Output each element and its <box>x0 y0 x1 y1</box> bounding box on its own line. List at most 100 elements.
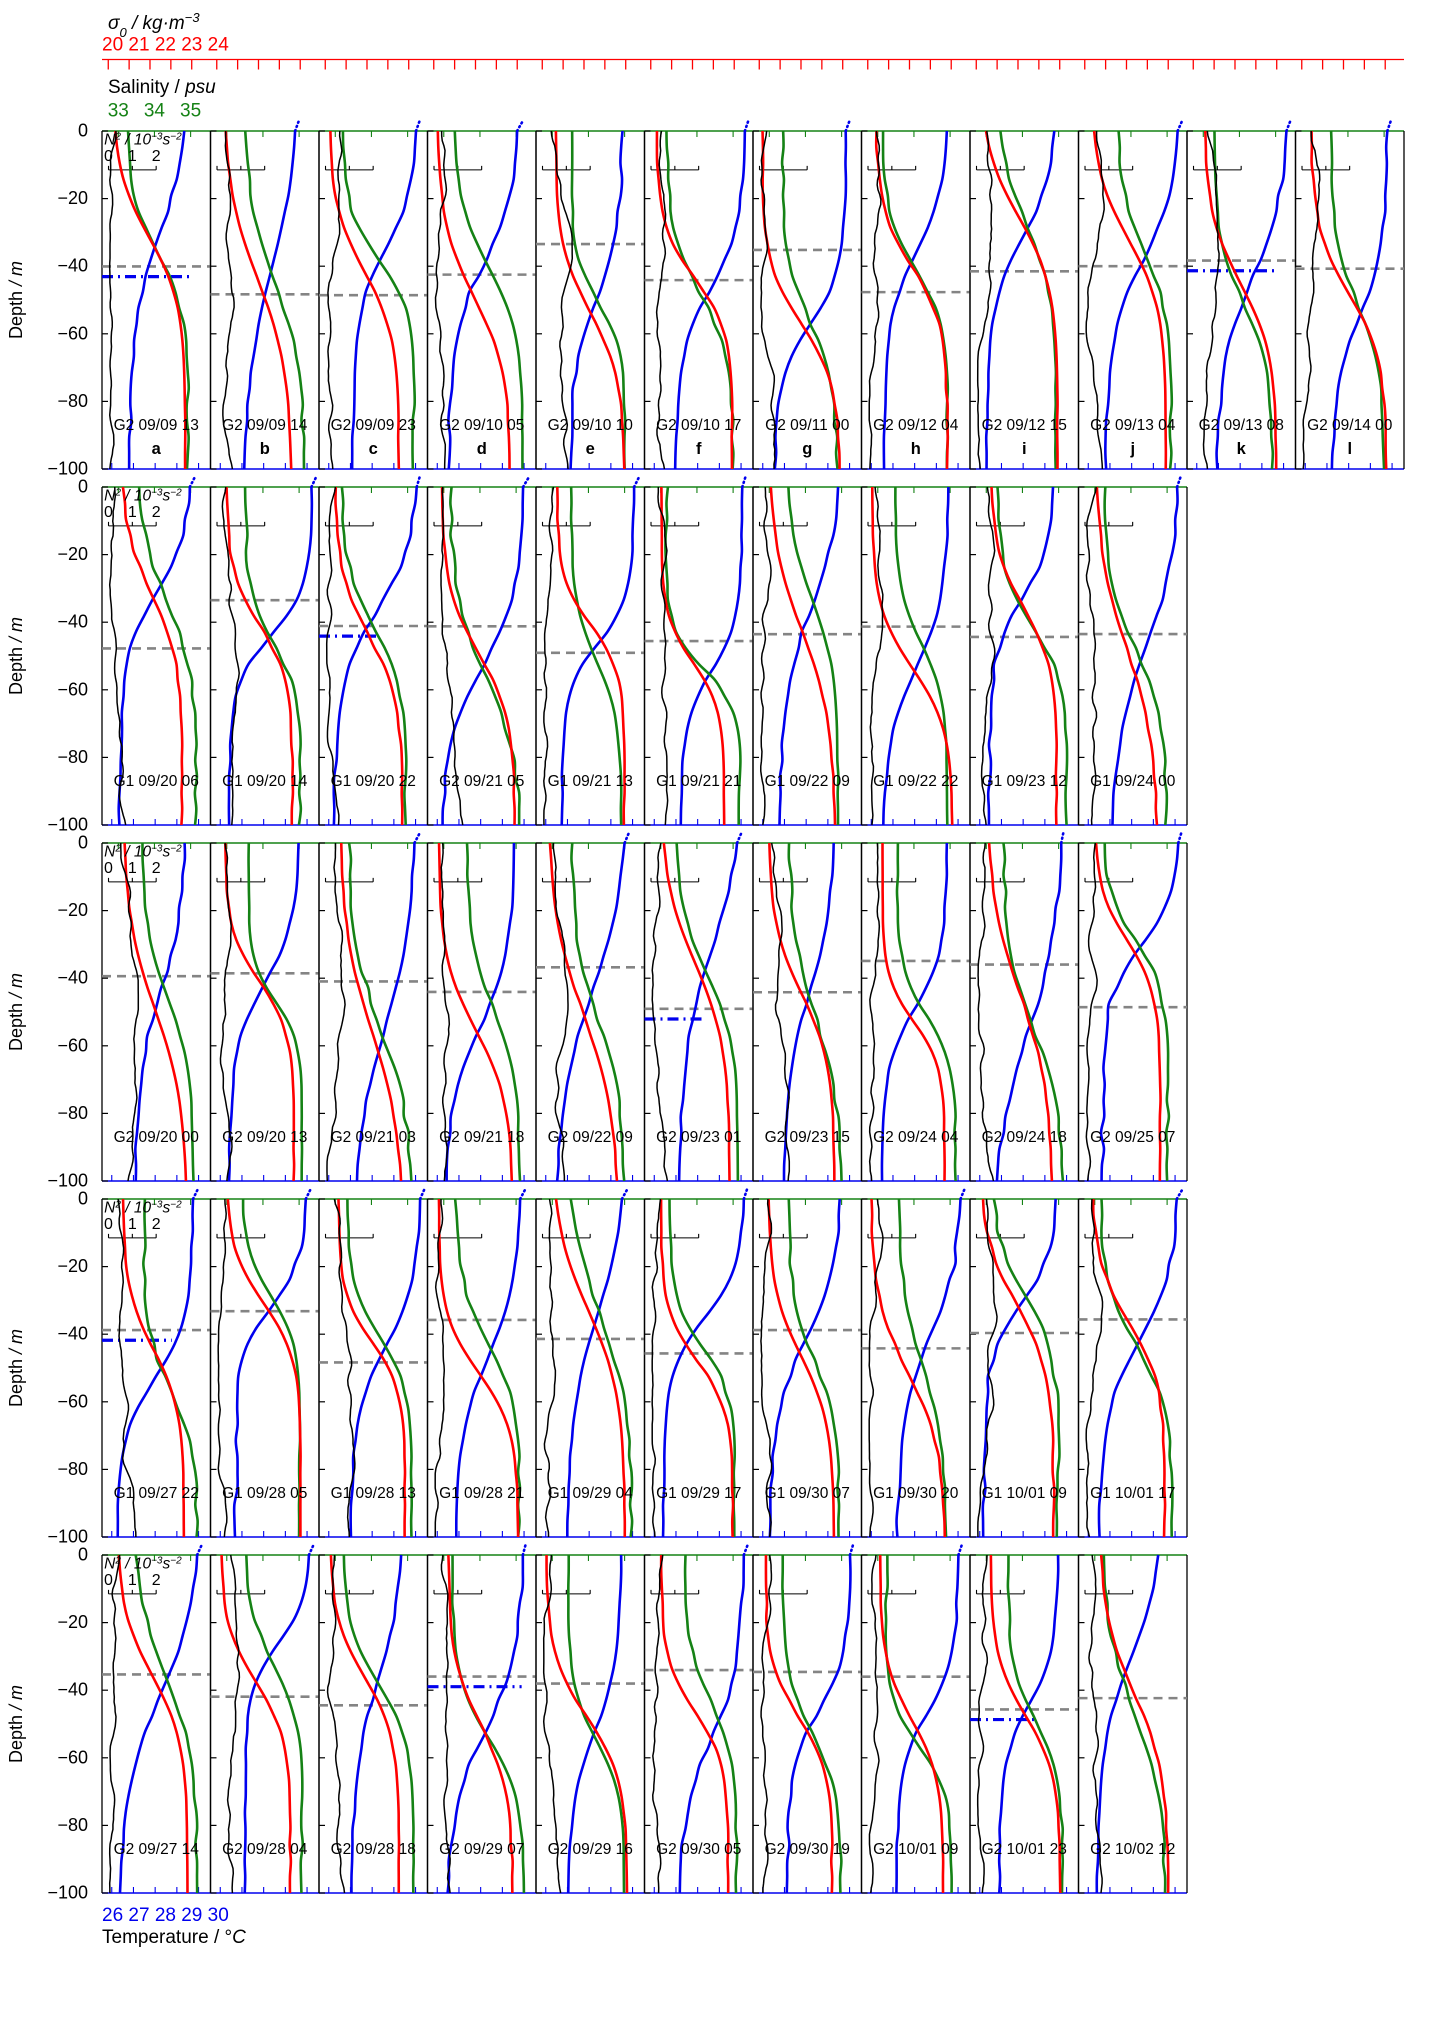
svg-text:−40: −40 <box>57 968 88 988</box>
svg-text:G2 09/24 04: G2 09/24 04 <box>873 1129 959 1146</box>
svg-text:l: l <box>1347 440 1352 458</box>
svg-text:G1 09/27 22: G1 09/27 22 <box>114 1485 199 1502</box>
svg-text:G2 09/25 07: G2 09/25 07 <box>1090 1129 1175 1146</box>
svg-text:G2 09/12 04: G2 09/12 04 <box>873 417 959 434</box>
svg-text:g: g <box>802 440 812 458</box>
svg-text:G1 09/20 14: G1 09/20 14 <box>222 773 308 790</box>
svg-text:−40: −40 <box>57 1680 88 1700</box>
svg-text:G2 10/01 23: G2 10/01 23 <box>982 1841 1067 1858</box>
svg-text:G2 09/23 15: G2 09/23 15 <box>765 1129 850 1146</box>
svg-text:G2 09/20 13: G2 09/20 13 <box>222 1129 307 1146</box>
svg-text:G2 09/09 13: G2 09/09 13 <box>114 417 199 434</box>
svg-text:−20: −20 <box>57 188 88 208</box>
svg-text:G2 09/10 05: G2 09/10 05 <box>439 417 524 434</box>
svg-text:G2 09/09 14: G2 09/09 14 <box>222 417 308 434</box>
svg-text:G2 09/11 00: G2 09/11 00 <box>765 417 850 434</box>
svg-text:G2 10/02 12: G2 10/02 12 <box>1090 1841 1175 1858</box>
svg-text:G1 09/22 09: G1 09/22 09 <box>765 773 850 790</box>
svg-text:Temperature / °C: Temperature / °C <box>102 1927 246 1948</box>
svg-text:h: h <box>911 440 921 458</box>
svg-text:0: 0 <box>78 121 88 141</box>
svg-text:Depth / m: Depth / m <box>6 1329 26 1407</box>
svg-text:Salinity / psu: Salinity / psu <box>108 77 216 98</box>
svg-text:b: b <box>260 440 270 458</box>
svg-text:0: 0 <box>104 1572 113 1589</box>
svg-text:1: 1 <box>128 1216 137 1233</box>
svg-text:a: a <box>152 440 162 458</box>
svg-text:−40: −40 <box>57 256 88 276</box>
svg-text:−100: −100 <box>47 459 88 479</box>
svg-text:G2 09/21 18: G2 09/21 18 <box>439 1129 524 1146</box>
svg-text:G2 09/13 04: G2 09/13 04 <box>1090 417 1176 434</box>
svg-text:0: 0 <box>78 1189 88 1209</box>
svg-text:G1 09/28 21: G1 09/28 21 <box>439 1485 524 1502</box>
svg-text:G2 09/27 14: G2 09/27 14 <box>114 1841 200 1858</box>
svg-text:Depth / m: Depth / m <box>6 261 26 339</box>
svg-text:j: j <box>1129 440 1135 458</box>
svg-text:1: 1 <box>128 860 137 877</box>
svg-text:1: 1 <box>128 1572 137 1589</box>
svg-text:G2 09/10 17: G2 09/10 17 <box>656 417 741 434</box>
svg-text:G1 09/28 05: G1 09/28 05 <box>222 1485 307 1502</box>
svg-text:0: 0 <box>104 148 113 165</box>
svg-text:1: 1 <box>128 504 137 521</box>
svg-text:G1 09/20 06: G1 09/20 06 <box>114 773 199 790</box>
svg-text:G1 09/21 21: G1 09/21 21 <box>656 773 741 790</box>
svg-text:G1 09/30 07: G1 09/30 07 <box>765 1485 850 1502</box>
svg-text:−20: −20 <box>57 1256 88 1276</box>
svg-text:−80: −80 <box>57 1815 88 1835</box>
svg-text:k: k <box>1237 440 1247 458</box>
svg-text:c: c <box>369 440 378 458</box>
svg-text:−100: −100 <box>47 1171 88 1191</box>
svg-text:34: 34 <box>144 101 166 122</box>
svg-text:1: 1 <box>128 148 137 165</box>
svg-text:−80: −80 <box>57 1103 88 1123</box>
svg-text:2: 2 <box>152 1216 161 1233</box>
svg-text:0: 0 <box>104 860 113 877</box>
svg-text:G2 09/20 00: G2 09/20 00 <box>114 1129 200 1146</box>
svg-text:−100: −100 <box>47 1883 88 1903</box>
svg-text:G1 10/01 17: G1 10/01 17 <box>1090 1485 1175 1502</box>
svg-text:G1 09/20 22: G1 09/20 22 <box>331 773 416 790</box>
svg-text:G2 09/30 05: G2 09/30 05 <box>656 1841 741 1858</box>
svg-text:20 21 22 23 24: 20 21 22 23 24 <box>102 35 229 56</box>
svg-text:−60: −60 <box>57 1391 88 1411</box>
svg-text:G2 09/21 03: G2 09/21 03 <box>331 1129 416 1146</box>
svg-text:2: 2 <box>152 1572 161 1589</box>
svg-text:G2 09/29 16: G2 09/29 16 <box>548 1841 633 1858</box>
svg-text:G2 09/13 08: G2 09/13 08 <box>1199 417 1284 434</box>
svg-text:G1 09/28 13: G1 09/28 13 <box>331 1485 416 1502</box>
svg-text:2: 2 <box>152 504 161 521</box>
svg-text:−60: −60 <box>57 1747 88 1767</box>
svg-text:G2 09/24 18: G2 09/24 18 <box>982 1129 1067 1146</box>
svg-text:G2 09/12 15: G2 09/12 15 <box>982 417 1067 434</box>
svg-text:G1 09/30 20: G1 09/30 20 <box>873 1485 959 1502</box>
svg-text:G2 10/01 09: G2 10/01 09 <box>873 1841 958 1858</box>
svg-text:d: d <box>477 440 487 458</box>
svg-text:−80: −80 <box>57 391 88 411</box>
svg-text:i: i <box>1022 440 1027 458</box>
svg-text:−20: −20 <box>57 900 88 920</box>
svg-text:G2 09/21 05: G2 09/21 05 <box>439 773 524 790</box>
svg-text:G2 09/29 07: G2 09/29 07 <box>439 1841 524 1858</box>
svg-text:G1 09/23 12: G1 09/23 12 <box>982 773 1067 790</box>
svg-text:G1 09/22 22: G1 09/22 22 <box>873 773 958 790</box>
svg-text:35: 35 <box>180 101 201 122</box>
svg-text:−20: −20 <box>57 1612 88 1632</box>
svg-text:G2 09/30 19: G2 09/30 19 <box>765 1841 850 1858</box>
svg-text:0: 0 <box>104 504 113 521</box>
svg-text:G1 10/01 09: G1 10/01 09 <box>982 1485 1067 1502</box>
svg-text:e: e <box>586 440 595 458</box>
svg-text:Depth / m: Depth / m <box>6 1685 26 1763</box>
svg-text:0: 0 <box>78 477 88 497</box>
svg-text:2: 2 <box>152 148 161 165</box>
svg-text:0: 0 <box>104 1216 113 1233</box>
svg-text:−60: −60 <box>57 679 88 699</box>
svg-text:G2 09/28 04: G2 09/28 04 <box>222 1841 308 1858</box>
svg-text:33: 33 <box>108 101 129 122</box>
svg-text:G1 09/29 04: G1 09/29 04 <box>548 1485 634 1502</box>
svg-text:G1 09/29 17: G1 09/29 17 <box>656 1485 741 1502</box>
svg-text:G2 09/28 18: G2 09/28 18 <box>331 1841 416 1858</box>
svg-text:0: 0 <box>78 833 88 853</box>
svg-text:G2 09/22 09: G2 09/22 09 <box>548 1129 633 1146</box>
